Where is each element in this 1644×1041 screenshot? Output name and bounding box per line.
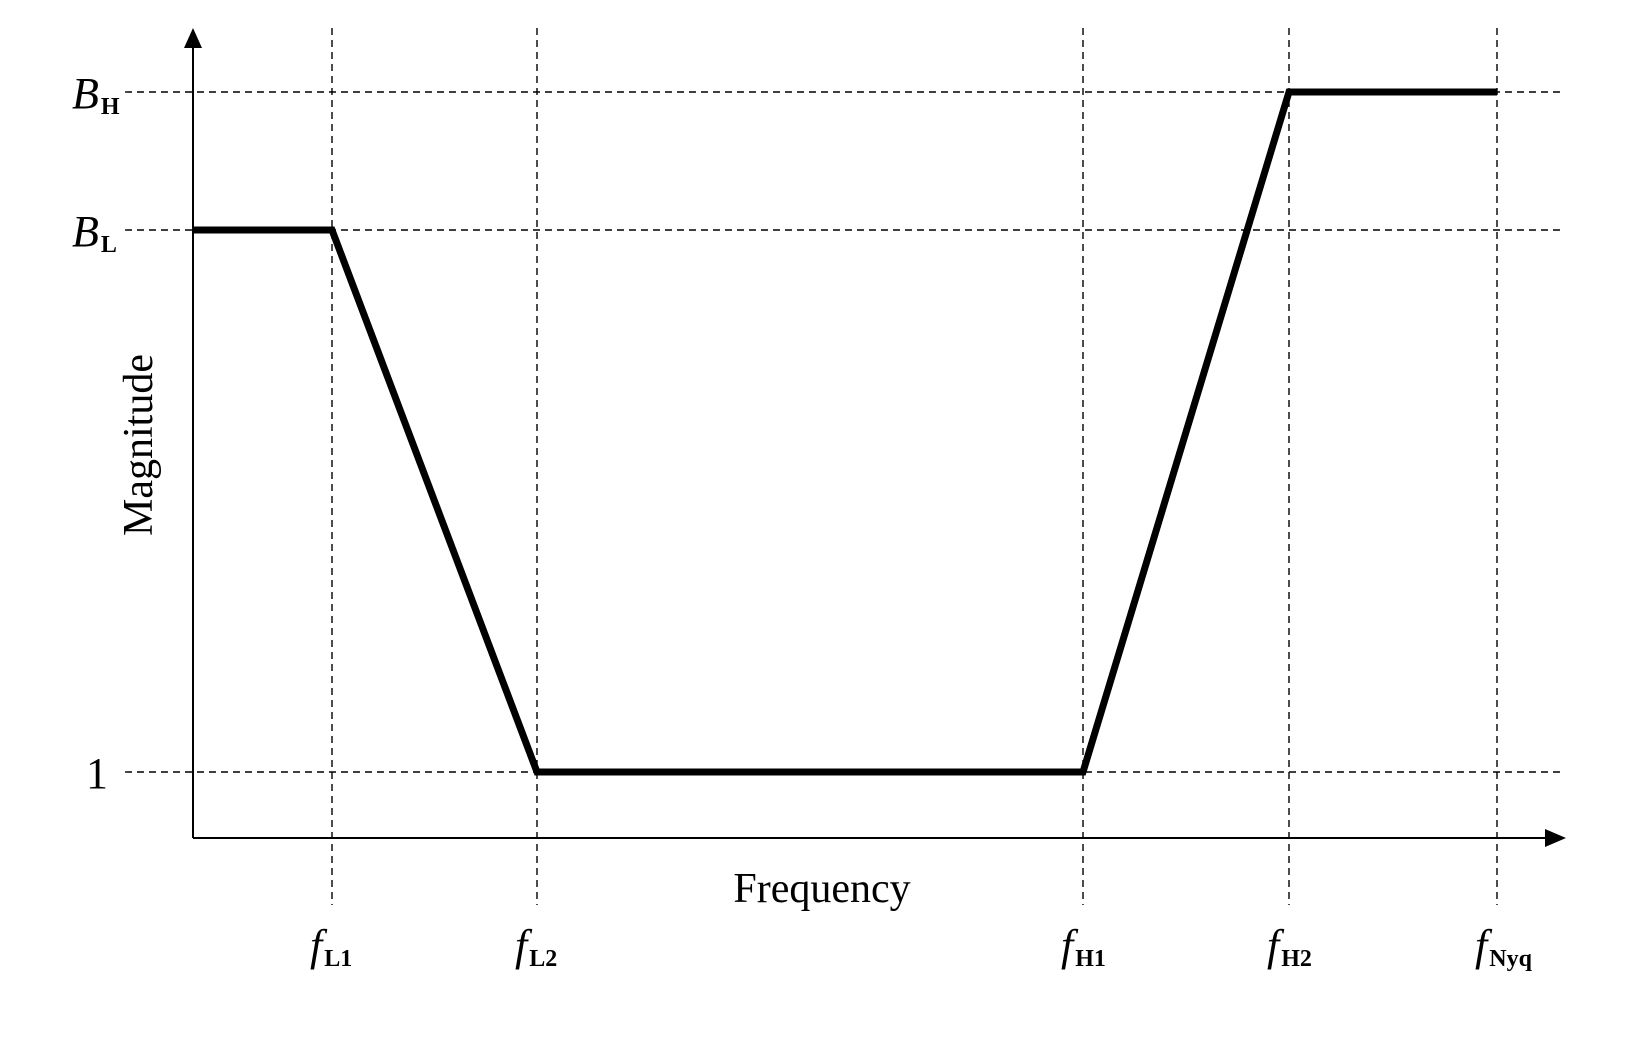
- x-tick-labels: fL1 fL2 fH1 fH2 fNyq: [310, 921, 1533, 972]
- x-tick-label-fH2: fH2: [1267, 921, 1312, 972]
- x-axis-arrow: [1545, 829, 1566, 847]
- x-tick-label-fL1: fL1: [310, 921, 352, 972]
- series-line-0: [193, 88, 1497, 776]
- x-tick-label-fH1: fH1: [1061, 921, 1106, 972]
- y-axis-arrow: [184, 28, 202, 48]
- x-axis-title: Frequency: [733, 866, 910, 912]
- labels: Frequency Magnitude: [116, 354, 911, 912]
- x-tick-label-fL2: fL2: [515, 921, 557, 972]
- y-tick-labels: BH BL 1: [72, 69, 120, 798]
- series-layer: [193, 88, 1497, 776]
- y-tick-label-BH: BH: [72, 69, 120, 120]
- y-tick-label-BL: BL: [72, 207, 117, 258]
- x-tick-label-fNyq: fNyq: [1475, 921, 1533, 972]
- y-tick-label-one: 1: [86, 749, 108, 798]
- y-axis-title: Magnitude: [116, 354, 162, 536]
- axes: [184, 28, 1566, 847]
